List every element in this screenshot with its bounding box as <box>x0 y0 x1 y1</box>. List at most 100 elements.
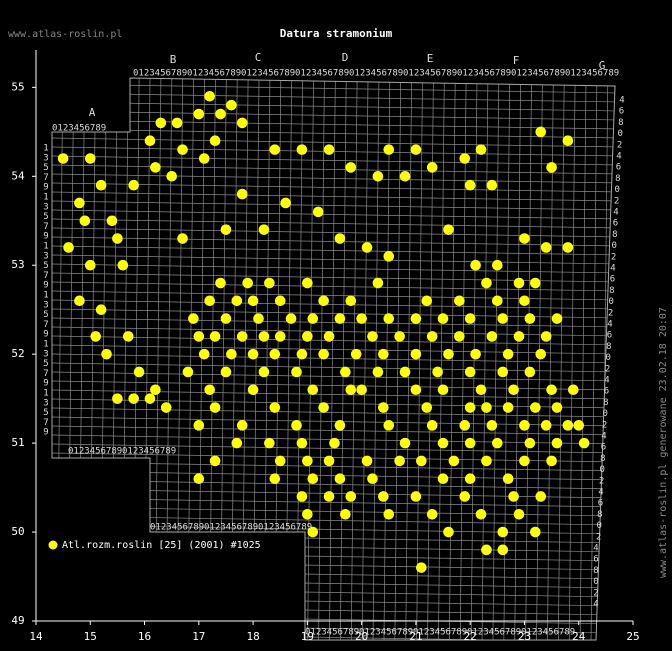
grid-line <box>52 326 615 337</box>
point <box>242 277 253 289</box>
grid-line <box>52 596 615 607</box>
point <box>378 348 389 360</box>
point <box>274 295 286 307</box>
point <box>524 366 536 378</box>
point <box>84 153 96 164</box>
point <box>133 366 145 378</box>
point <box>448 455 460 467</box>
point <box>291 420 302 431</box>
grid-line <box>52 200 615 211</box>
grid-line <box>339 78 347 640</box>
point <box>535 491 547 502</box>
row-digit: 4 <box>616 152 621 162</box>
row-digit: 1 <box>43 389 48 399</box>
row-digit: 5 <box>43 261 48 271</box>
point <box>198 153 210 164</box>
row-digit: 8 <box>612 230 617 240</box>
point <box>269 473 281 484</box>
x-tick-label: 16 <box>138 630 151 643</box>
grid-line <box>52 110 615 121</box>
point <box>274 331 286 342</box>
point <box>117 259 129 271</box>
row-digit: 5 <box>43 359 48 369</box>
grid-line <box>52 92 615 103</box>
point <box>177 144 188 155</box>
row-digit: 1 <box>43 144 48 154</box>
point <box>502 402 514 413</box>
point <box>323 455 335 467</box>
point <box>475 384 487 396</box>
point <box>340 366 351 378</box>
grid-line <box>590 78 598 640</box>
point <box>236 188 248 200</box>
row-digit: 0 <box>593 577 598 587</box>
row-digit: 4 <box>607 320 612 330</box>
point <box>464 179 476 191</box>
row-digit: 2 <box>611 252 616 262</box>
point <box>399 170 411 182</box>
digit-row: 0123456789 <box>457 69 511 79</box>
digit-row: 0123456789 <box>511 69 565 79</box>
point <box>182 366 194 378</box>
x-tick-label: 18 <box>246 630 259 643</box>
row-digit: 7 <box>43 222 48 232</box>
point <box>226 348 237 360</box>
point <box>345 295 357 307</box>
x-tick-label: 20 <box>355 630 368 643</box>
row-digit: 0 <box>617 129 622 139</box>
grid-line <box>557 78 565 640</box>
grid-line <box>52 236 615 247</box>
digit-row: 0123456789 <box>258 523 312 533</box>
point <box>264 277 275 289</box>
digit-row: 0123456789 <box>204 523 258 533</box>
point <box>513 277 525 289</box>
y-tick-label: 50 <box>11 525 24 538</box>
point <box>209 135 221 147</box>
column-letter: E <box>427 52 434 65</box>
point <box>296 491 308 502</box>
point <box>464 402 476 413</box>
digit-row: 0123456789 <box>413 628 467 638</box>
point <box>502 348 514 360</box>
point <box>426 508 438 520</box>
point <box>334 233 346 244</box>
point <box>551 437 563 449</box>
grid-line <box>514 78 522 640</box>
row-digit: 4 <box>604 376 609 386</box>
point <box>345 384 357 396</box>
digit-row: 0123456789 <box>52 124 106 134</box>
grid-line <box>52 569 615 580</box>
grid-line <box>52 182 615 193</box>
point <box>302 331 313 342</box>
row-digit: 4 <box>610 264 615 274</box>
column-letter: D <box>342 51 349 64</box>
digit-row: 0123456789 <box>521 628 575 638</box>
x-tick-label: 17 <box>192 630 205 643</box>
point <box>481 277 492 289</box>
grid-line <box>525 78 532 640</box>
point <box>426 331 438 342</box>
row-digit: 4 <box>598 488 603 498</box>
row-digit: 9 <box>43 183 48 193</box>
point <box>470 259 481 271</box>
grid-line <box>52 155 615 166</box>
point <box>383 144 395 155</box>
grid-line <box>52 614 615 625</box>
row-digit: 2 <box>599 476 604 486</box>
row-digit: 3 <box>43 202 48 212</box>
point <box>421 295 433 307</box>
grid-line <box>52 308 615 319</box>
point <box>361 242 373 253</box>
point <box>524 313 536 324</box>
point <box>573 420 585 431</box>
point <box>399 366 411 378</box>
point <box>426 162 438 173</box>
row-digit: 1 <box>43 193 48 203</box>
point <box>519 420 530 431</box>
grid-line <box>307 78 314 640</box>
grid-line <box>241 78 249 640</box>
point <box>562 242 574 253</box>
point <box>269 144 281 155</box>
row-digit: 1 <box>43 291 48 301</box>
row-digit: 3 <box>43 153 48 163</box>
